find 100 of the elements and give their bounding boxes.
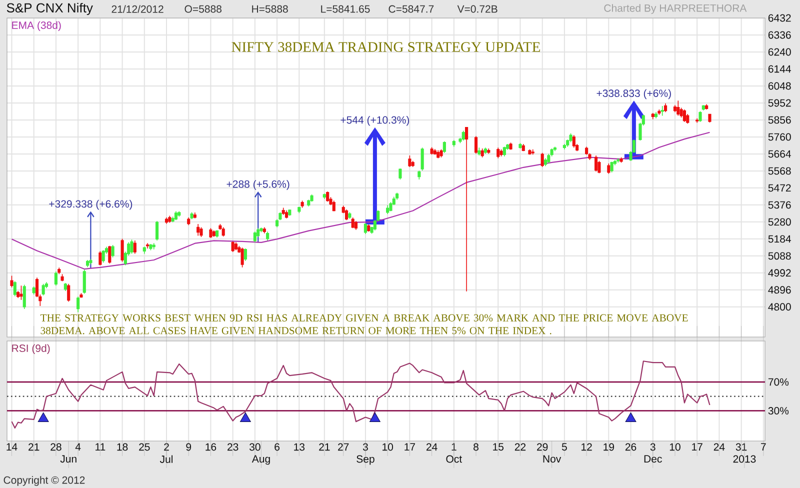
- candlestick: [282, 207, 285, 216]
- x-tick-label: 21: [28, 443, 40, 451]
- candlestick: [58, 267, 61, 275]
- x-tick-label: 11: [96, 443, 106, 450]
- x-tick-label: 24: [426, 443, 438, 451]
- candlestick: [98, 250, 102, 266]
- candlestick: [702, 104, 705, 111]
- x2-tick-label: Aug: [252, 455, 270, 465]
- candlestick: [133, 240, 136, 254]
- candlestick: [174, 210, 178, 221]
- text: EMA (38d): [12, 21, 61, 32]
- candlestick: [705, 104, 708, 110]
- candlestick: [430, 146, 434, 156]
- annotation: THE STRATEGY WORKS BEST WHEN 9D RSI HAS ALREADY GIVEN A BREAK ABOVE 30% MARK AND THE PRICE MOVE ABOVE 38DEMA. ABOVE ALL CASES HAVE GIVEN HANDSOME RETURN OF MORE THEN 5% ON THE INDEX .: [40, 314, 688, 334]
- candlestick: [487, 148, 490, 154]
- candlestick: [190, 212, 194, 220]
- candlestick: [408, 155, 412, 168]
- y-tick-label: 5664: [768, 150, 791, 158]
- x-tick-label: 27: [338, 443, 349, 451]
- x-tick-label: 30: [249, 443, 260, 451]
- x-tick-label: 8: [474, 443, 478, 451]
- x-tick-label: 14: [6, 443, 18, 450]
- candlestick: [13, 280, 16, 297]
- candlestick: [522, 144, 525, 152]
- candlestick: [253, 231, 256, 243]
- candlestick: [354, 220, 358, 230]
- candlestick: [654, 112, 658, 119]
- y-tick-label: 6432: [768, 14, 791, 22]
- candlestick: [54, 271, 58, 286]
- candlestick: [20, 285, 23, 300]
- x-tick-label: 19: [604, 443, 614, 451]
- candlestick: [465, 126, 468, 292]
- y-tick-label: 5280: [768, 218, 791, 226]
- x-tick-label: 4: [75, 443, 81, 450]
- text: L=5841.65: [321, 5, 370, 13]
- candlestick: [244, 248, 247, 262]
- candlestick: [686, 114, 690, 124]
- candlestick: [664, 102, 668, 113]
- text: V=0.72B: [457, 5, 498, 13]
- candlestick: [76, 296, 80, 313]
- candlestick: [386, 204, 390, 214]
- x-tick-label: 13: [294, 443, 305, 451]
- candlestick: [142, 246, 146, 254]
- candlestick: [266, 231, 270, 241]
- annotation: +329.338 (+6.6%): [49, 200, 132, 210]
- y-tick-label: 30%: [768, 407, 789, 414]
- y-tick-label: 5184: [768, 235, 791, 243]
- x2-tick-label: 2013: [733, 455, 756, 463]
- candlestick: [616, 158, 620, 164]
- candlestick: [502, 146, 506, 157]
- x-tick-label: 22: [514, 443, 526, 451]
- y-tick-label: 5568: [768, 167, 791, 175]
- candlestick: [82, 269, 86, 294]
- x-tick-label: 12: [582, 443, 592, 451]
- y-tick-label: 4896: [768, 286, 791, 294]
- candlestick: [696, 118, 699, 124]
- x-tick-label: 17: [692, 443, 702, 450]
- candlestick: [676, 100, 680, 116]
- x-tick-label: 26: [625, 443, 636, 451]
- candlestick: [673, 104, 677, 113]
- candlestick: [60, 274, 64, 282]
- x-tick-label: 6: [274, 443, 280, 451]
- candlestick: [462, 130, 465, 141]
- candlestick: [300, 200, 304, 208]
- candlestick: [651, 112, 654, 120]
- text: Copyright © 2012: [4, 476, 85, 486]
- x-tick-label: 25: [139, 443, 150, 451]
- x-tick-label: 1: [452, 443, 456, 450]
- candlestick: [496, 147, 500, 159]
- candlestick: [562, 144, 566, 150]
- y-tick-label: 6336: [768, 31, 791, 39]
- candlestick: [212, 230, 216, 238]
- text: 21/12/2012: [112, 5, 164, 13]
- x-tick-label: 23: [228, 443, 238, 451]
- candlestick: [436, 150, 440, 159]
- x-tick-label: 2: [164, 443, 169, 451]
- candlestick: [216, 230, 219, 238]
- candlestick: [86, 260, 90, 268]
- x-tick-label: 10: [670, 443, 680, 451]
- x2-tick-label: Jun: [60, 455, 76, 463]
- chart-subtitle: S&P CNX Nifty: [6, 2, 93, 16]
- candlestick: [80, 292, 83, 298]
- text: NIFTY 38DEMA TRADING STRATEGY UPDATE: [232, 42, 540, 52]
- candlestick: [682, 109, 686, 122]
- x-tick-label: 17: [404, 443, 415, 450]
- x-tick-label: 29: [537, 443, 548, 451]
- y-tick-label: 4800: [768, 303, 791, 311]
- x-tick-label: 7: [761, 443, 766, 450]
- candlestick: [442, 140, 446, 154]
- x-tick-label: 9: [186, 443, 192, 451]
- candlestick: [262, 226, 266, 234]
- x-tick-label: 21: [319, 443, 330, 451]
- text: H=5888: [252, 5, 288, 13]
- candlestick: [152, 242, 156, 250]
- candlestick: [528, 148, 532, 156]
- candlestick: [433, 148, 436, 156]
- candlestick: [200, 226, 203, 238]
- x-tick-label: 24: [714, 443, 725, 451]
- x-tick-label: 31: [736, 443, 747, 451]
- candlestick: [146, 242, 150, 249]
